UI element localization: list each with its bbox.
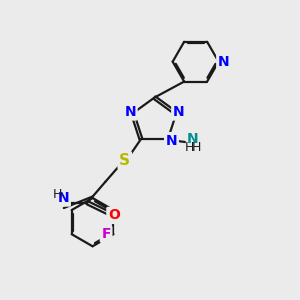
Text: O: O: [108, 208, 120, 222]
Text: N: N: [58, 191, 70, 205]
Text: N: N: [166, 134, 177, 148]
Text: H: H: [192, 141, 201, 154]
Text: H: H: [52, 188, 62, 201]
Text: F: F: [101, 227, 111, 241]
Text: S: S: [119, 153, 130, 168]
Text: H: H: [185, 141, 194, 154]
Text: N: N: [187, 131, 199, 146]
Text: N: N: [124, 105, 136, 119]
Text: N: N: [173, 105, 184, 119]
Text: N: N: [218, 55, 230, 69]
